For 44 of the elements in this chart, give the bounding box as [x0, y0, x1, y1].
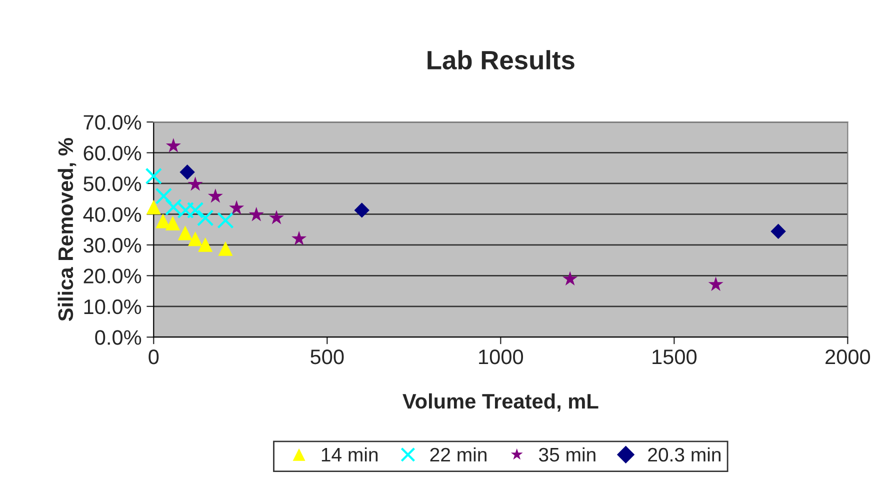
y-axis-title: Silica Removed, %	[58, 138, 76, 322]
point	[708, 276, 724, 291]
legend-label: 20.3 min	[648, 447, 720, 462]
point	[178, 226, 193, 240]
point	[218, 241, 233, 256]
x-tick-label: 1000	[479, 349, 524, 364]
y-tick-label: 20.0%	[84, 268, 142, 284]
point	[180, 164, 195, 180]
point	[208, 188, 223, 203]
point	[188, 176, 203, 191]
point	[145, 168, 162, 184]
point	[217, 212, 234, 229]
point	[155, 188, 172, 204]
point	[196, 209, 214, 226]
point	[268, 210, 284, 224]
point	[156, 214, 170, 228]
point	[166, 138, 181, 152]
point	[198, 237, 213, 252]
x-tick-label: 500	[310, 349, 344, 364]
point	[188, 232, 203, 246]
legend-label: 22 min	[430, 447, 486, 462]
x-axis-title: Volume Treated, mL	[402, 393, 598, 412]
chart-title: Lab Results	[428, 50, 574, 70]
point	[165, 216, 180, 230]
point	[562, 271, 578, 286]
y-tick-label: 50.0%	[84, 176, 142, 192]
y-tick-label: 10.0%	[84, 299, 142, 314]
y-tick-label: 60.0%	[84, 146, 142, 160]
point	[354, 202, 370, 218]
y-tick-label: 30.0%	[84, 238, 142, 253]
legend-label: 35 min	[538, 447, 596, 462]
legend-label: 14 min	[322, 447, 378, 462]
point	[770, 224, 786, 240]
point	[146, 200, 161, 214]
x-tick-label: 1500	[652, 349, 697, 364]
y-tick-label: 40.0%	[83, 207, 142, 222]
point	[248, 206, 264, 222]
point	[186, 202, 204, 219]
point	[229, 200, 244, 214]
point	[292, 230, 307, 246]
y-tick-label: 70.0%	[84, 115, 142, 130]
y-tick-label: 0.0%	[95, 330, 142, 345]
x-tick-label: 2000	[826, 349, 870, 364]
x-tick-label: 0	[148, 349, 159, 364]
